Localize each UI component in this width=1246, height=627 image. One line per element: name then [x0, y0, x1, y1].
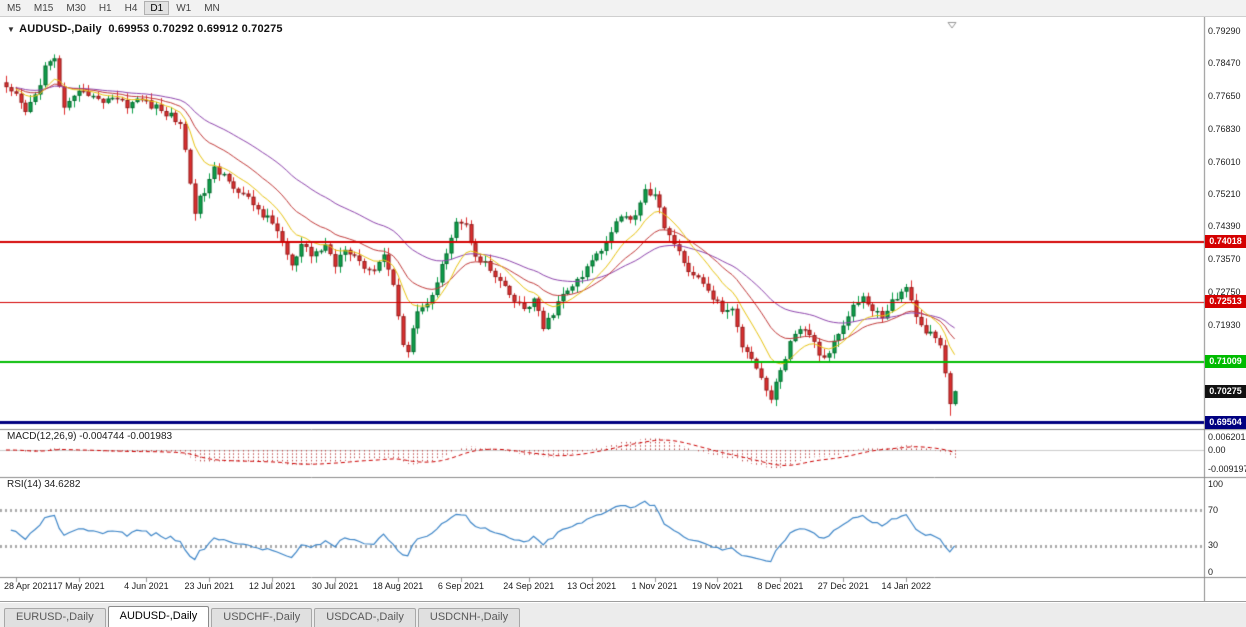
- symbol-tab-usdcad[interactable]: USDCAD-,Daily: [314, 608, 416, 627]
- timeframe-button-m30[interactable]: M30: [66, 3, 86, 14]
- symbol-tab-usdcnh[interactable]: USDCNH-,Daily: [417, 608, 521, 627]
- timeframe-button-m15[interactable]: M15: [33, 3, 54, 14]
- timeframe-button-d1[interactable]: D1: [144, 1, 170, 15]
- timeframe-toolbar: M5 M15 M30 H1 H4 D1 W1 MN: [0, 0, 1246, 17]
- symbol-tab-usdchf[interactable]: USDCHF-,Daily: [211, 608, 313, 627]
- symbol-tabbar: EURUSD-,Daily AUDUSD-,Daily USDCHF-,Dail…: [0, 601, 1246, 627]
- timeframe-button-h1[interactable]: H1: [98, 3, 112, 14]
- timeframe-button-h4[interactable]: H4: [124, 3, 138, 14]
- timeframe-button-m5[interactable]: M5: [7, 3, 21, 14]
- timeframe-button-w1[interactable]: W1: [176, 3, 192, 14]
- symbol-tab-audusd[interactable]: AUDUSD-,Daily: [107, 606, 210, 627]
- timeframe-button-mn[interactable]: MN: [204, 3, 220, 14]
- price-chart-canvas[interactable]: [0, 17, 1246, 601]
- symbol-tab-eurusd[interactable]: EURUSD-,Daily: [4, 608, 106, 627]
